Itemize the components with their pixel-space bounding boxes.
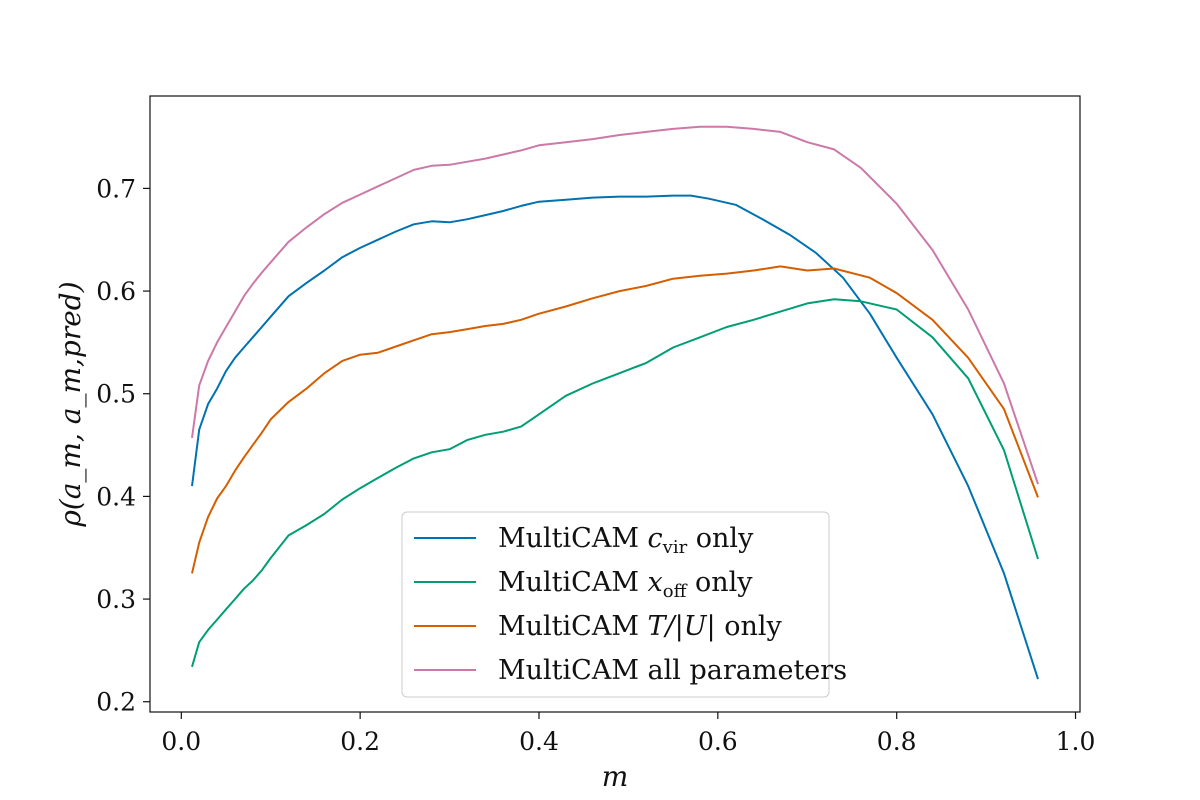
legend-entry: MultiCAM T/|U| only	[498, 611, 782, 642]
legend-entry: MultiCAM xoff only	[498, 567, 753, 602]
y-tick-label: 0.6	[96, 277, 136, 306]
legend: MultiCAM cvir only MultiCAM xoff only Mult…	[401, 511, 847, 698]
legend-entry: MultiCAM cvir only	[498, 523, 754, 558]
x-tick-label: 0.8	[877, 727, 917, 756]
y-tick-label: 0.4	[96, 482, 136, 511]
series-line-4	[191, 125, 1039, 485]
x-tick-label: 0.4	[519, 727, 559, 756]
x-axis-ticks: 0.0 0.2 0.4 0.6 0.8 1.0	[161, 712, 1095, 756]
plot-frame	[149, 95, 1081, 713]
legend-box	[401, 511, 830, 698]
x-axis-label: m	[602, 760, 629, 793]
series-line-2	[191, 298, 1039, 668]
series-line-3	[191, 265, 1039, 574]
x-tick-label: 0.6	[698, 727, 738, 756]
x-tick-label: 0.0	[161, 727, 201, 756]
y-tick-label: 0.5	[96, 380, 136, 409]
y-tick-label: 0.7	[96, 174, 136, 203]
y-tick-label: 0.3	[96, 585, 136, 614]
y-tick-label: 0.2	[96, 688, 136, 717]
y-axis-ticks: 0.2 0.3 0.4 0.5 0.6 0.7	[96, 174, 150, 717]
series-line-1	[191, 194, 1039, 680]
x-tick-label: 0.2	[340, 727, 380, 756]
legend-entry: MultiCAM all parameters	[498, 655, 847, 686]
series-lines	[191, 125, 1039, 680]
x-tick-label: 1.0	[1056, 727, 1096, 756]
y-axis-label: ρ(a_m, a_m,pred)	[54, 281, 87, 527]
